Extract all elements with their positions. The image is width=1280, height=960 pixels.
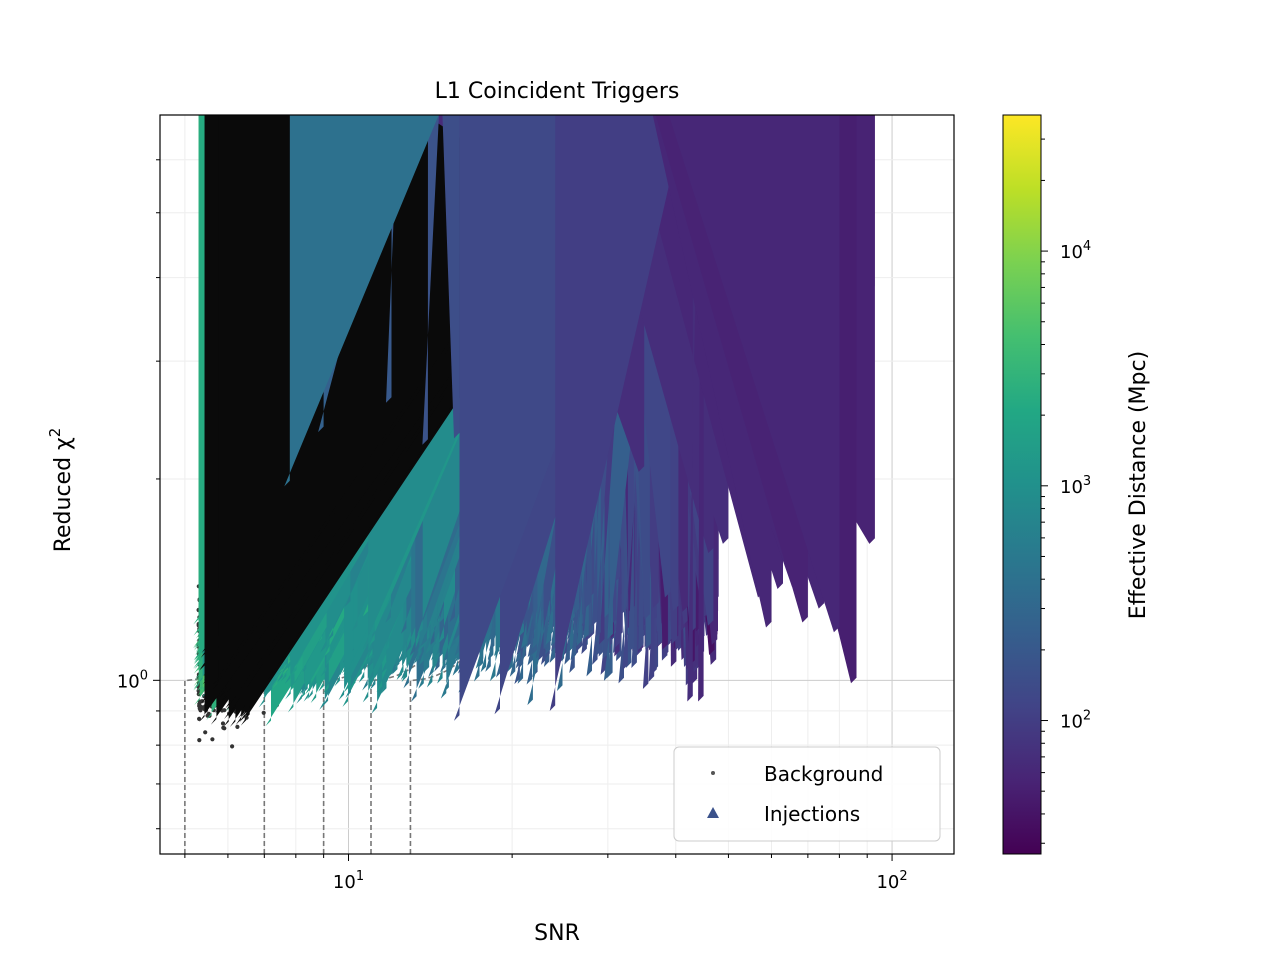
injection-point — [442, 115, 460, 439]
colorbar-ticks: 102 103 104 — [1041, 138, 1091, 844]
x-axis-label: SNR — [534, 921, 580, 946]
plot-area — [159, 114, 955, 855]
background-point — [196, 688, 201, 694]
legend-box — [673, 746, 941, 842]
background-point — [220, 721, 226, 726]
chart-title: L1 Coincident Triggers — [435, 79, 680, 104]
injection-point — [386, 115, 398, 403]
x-tick-label: 102 — [876, 869, 907, 893]
legend-background-label: Background — [764, 762, 883, 786]
y-tick-label: 100 — [117, 668, 148, 692]
legend-injections-label: Injections — [764, 802, 860, 826]
legend-background-marker — [711, 771, 715, 775]
background-point — [197, 738, 202, 743]
y-axis-label: Reduced χ2 — [46, 428, 76, 553]
injection-point — [687, 115, 700, 702]
background-point — [198, 708, 203, 713]
colorbar-tick-label: 102 — [1060, 709, 1091, 733]
background-point — [210, 737, 215, 742]
colorbar-gradient — [1002, 114, 1042, 855]
injection-point — [284, 115, 439, 487]
injections-series — [193, 115, 875, 728]
background-point — [200, 705, 205, 710]
colorbar-tick-label: 103 — [1060, 474, 1091, 498]
injection-point — [549, 115, 685, 711]
legend-injections-marker — [707, 807, 719, 818]
x-tick-label: 101 — [333, 869, 364, 893]
background-point — [230, 744, 235, 749]
colorbar-label: Effective Distance (Mpc) — [1126, 351, 1151, 619]
legend: Background Injections — [673, 746, 941, 842]
background-point — [205, 713, 210, 718]
background-point — [197, 716, 202, 722]
background-point — [261, 710, 266, 715]
colorbar: 102 103 104 Effective Distance (Mpc) — [1002, 114, 1151, 855]
injection-point — [668, 115, 840, 633]
injection-point — [422, 115, 439, 445]
colorbar-tick-label: 104 — [1060, 239, 1091, 263]
background-point — [235, 724, 240, 730]
x-axis: 101 102 — [184, 854, 908, 893]
plot-frame — [159, 114, 955, 855]
background-point — [221, 725, 226, 730]
background-point — [203, 730, 208, 735]
y-axis: 100 — [117, 159, 160, 830]
